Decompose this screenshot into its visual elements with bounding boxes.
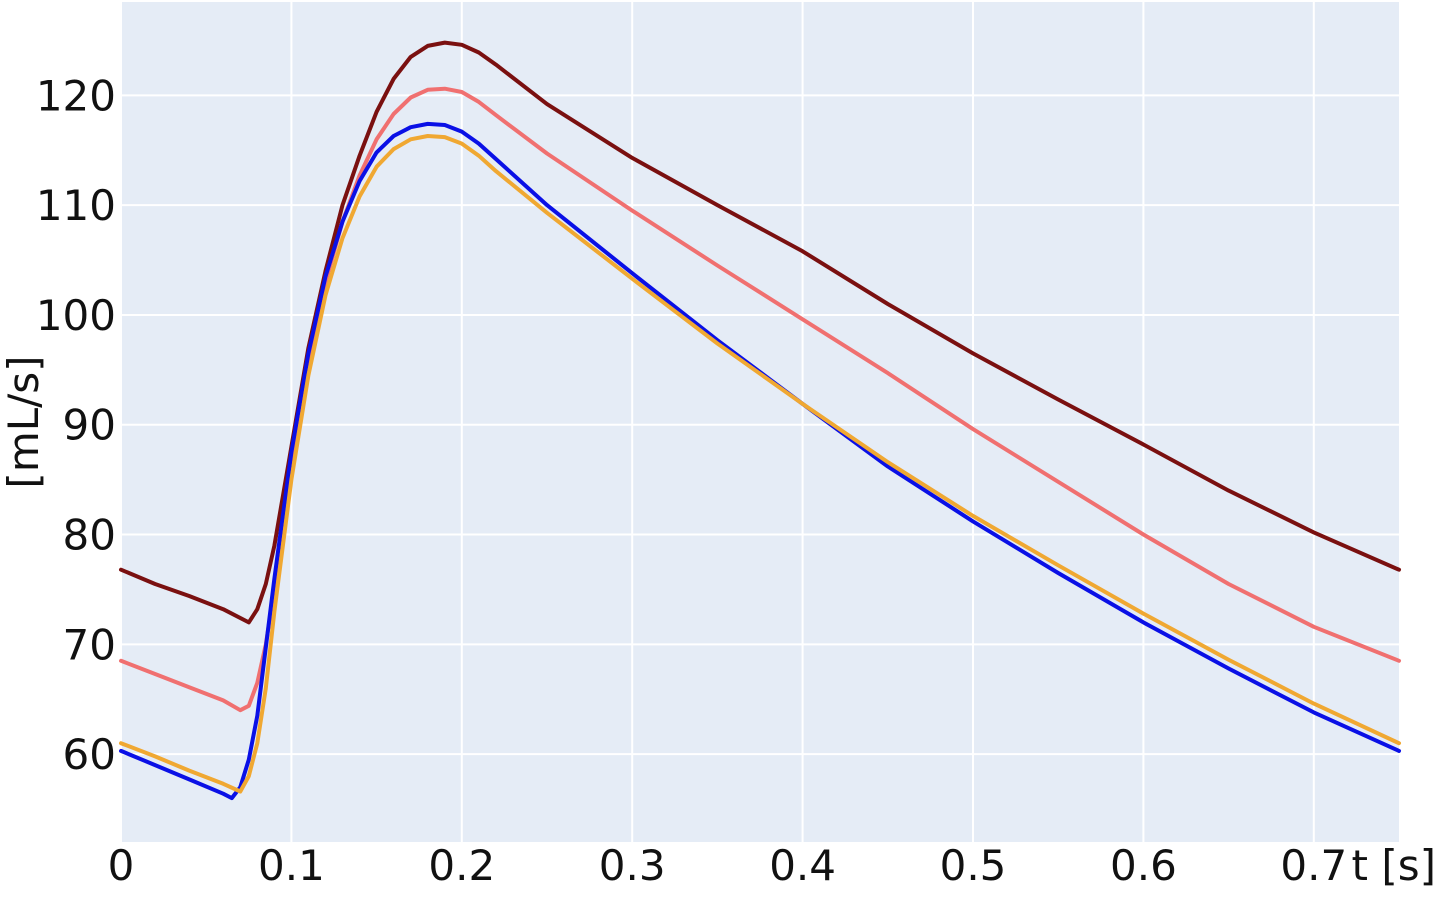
y-tick-label: 90 bbox=[63, 401, 116, 450]
x-tick-label: 0.6 bbox=[1110, 841, 1177, 890]
y-tick-labels: 60 70 80 90 100 110 120 bbox=[36, 71, 116, 779]
x-tick-label: 0.4 bbox=[769, 841, 836, 890]
x-tick-label: 0.2 bbox=[428, 841, 495, 890]
series-line-1 bbox=[119, 40, 1401, 625]
series-line-4 bbox=[119, 134, 1401, 794]
x-axis-label: t [s] bbox=[1352, 841, 1436, 890]
series-line-2 bbox=[119, 86, 1401, 713]
y-tick-label: 70 bbox=[63, 620, 116, 669]
gridlines bbox=[120, 2, 1399, 842]
series-line-3 bbox=[119, 121, 1401, 801]
series-lines bbox=[119, 40, 1401, 801]
x-tick-label: 0.3 bbox=[599, 841, 666, 890]
y-tick-label: 110 bbox=[36, 181, 116, 230]
x-tick-label: 0.1 bbox=[258, 841, 325, 890]
y-tick-label: 100 bbox=[36, 291, 116, 340]
x-tick-label: 0 bbox=[108, 841, 135, 890]
x-tick-label: 0.7 bbox=[1280, 841, 1347, 890]
y-tick-label: 80 bbox=[63, 511, 116, 560]
x-tick-label: 0.5 bbox=[940, 841, 1007, 890]
x-tick-labels: 0 0.1 0.2 0.3 0.4 0.5 0.6 0.7 bbox=[108, 841, 1348, 890]
y-tick-label: 60 bbox=[63, 730, 116, 779]
y-axis-label: [mL/s] bbox=[0, 355, 48, 488]
y-tick-label: 120 bbox=[36, 71, 116, 120]
plot-background bbox=[121, 2, 1399, 842]
